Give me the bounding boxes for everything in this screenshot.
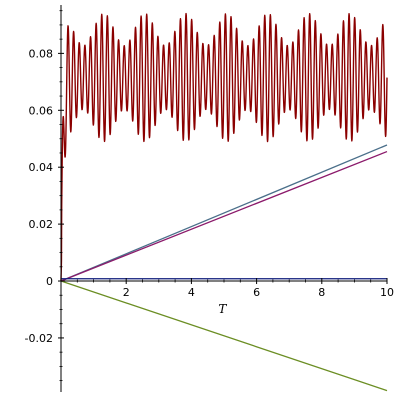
- y-tick-label: 0: [46, 275, 53, 288]
- series-line-0: [60, 12, 388, 282]
- series-line-2: [60, 150, 388, 282]
- series-line-1: [60, 144, 388, 282]
- x-tick-label: 2: [123, 286, 130, 299]
- y-tick-label: 0.06: [29, 104, 54, 117]
- y-tick-label: -0.02: [25, 332, 53, 345]
- y-tick-label: 0.02: [29, 218, 54, 231]
- axes-layer: [58, 5, 388, 392]
- labels-layer: 2 4 6 8 10 -0.02 0 0.02 0.04 0.06 0.08 T: [25, 47, 394, 345]
- x-tick-label: 8: [318, 286, 325, 299]
- x-tick-label: 10: [380, 286, 394, 299]
- series-layer: [60, 12, 388, 392]
- series-line-4: [60, 280, 388, 392]
- x-axis-title: T: [218, 302, 227, 316]
- y-tick-label: 0.04: [29, 161, 54, 174]
- y-tick-label: 0.08: [29, 47, 54, 60]
- x-tick-label: 6: [253, 286, 260, 299]
- x-tick-label: 4: [188, 286, 195, 299]
